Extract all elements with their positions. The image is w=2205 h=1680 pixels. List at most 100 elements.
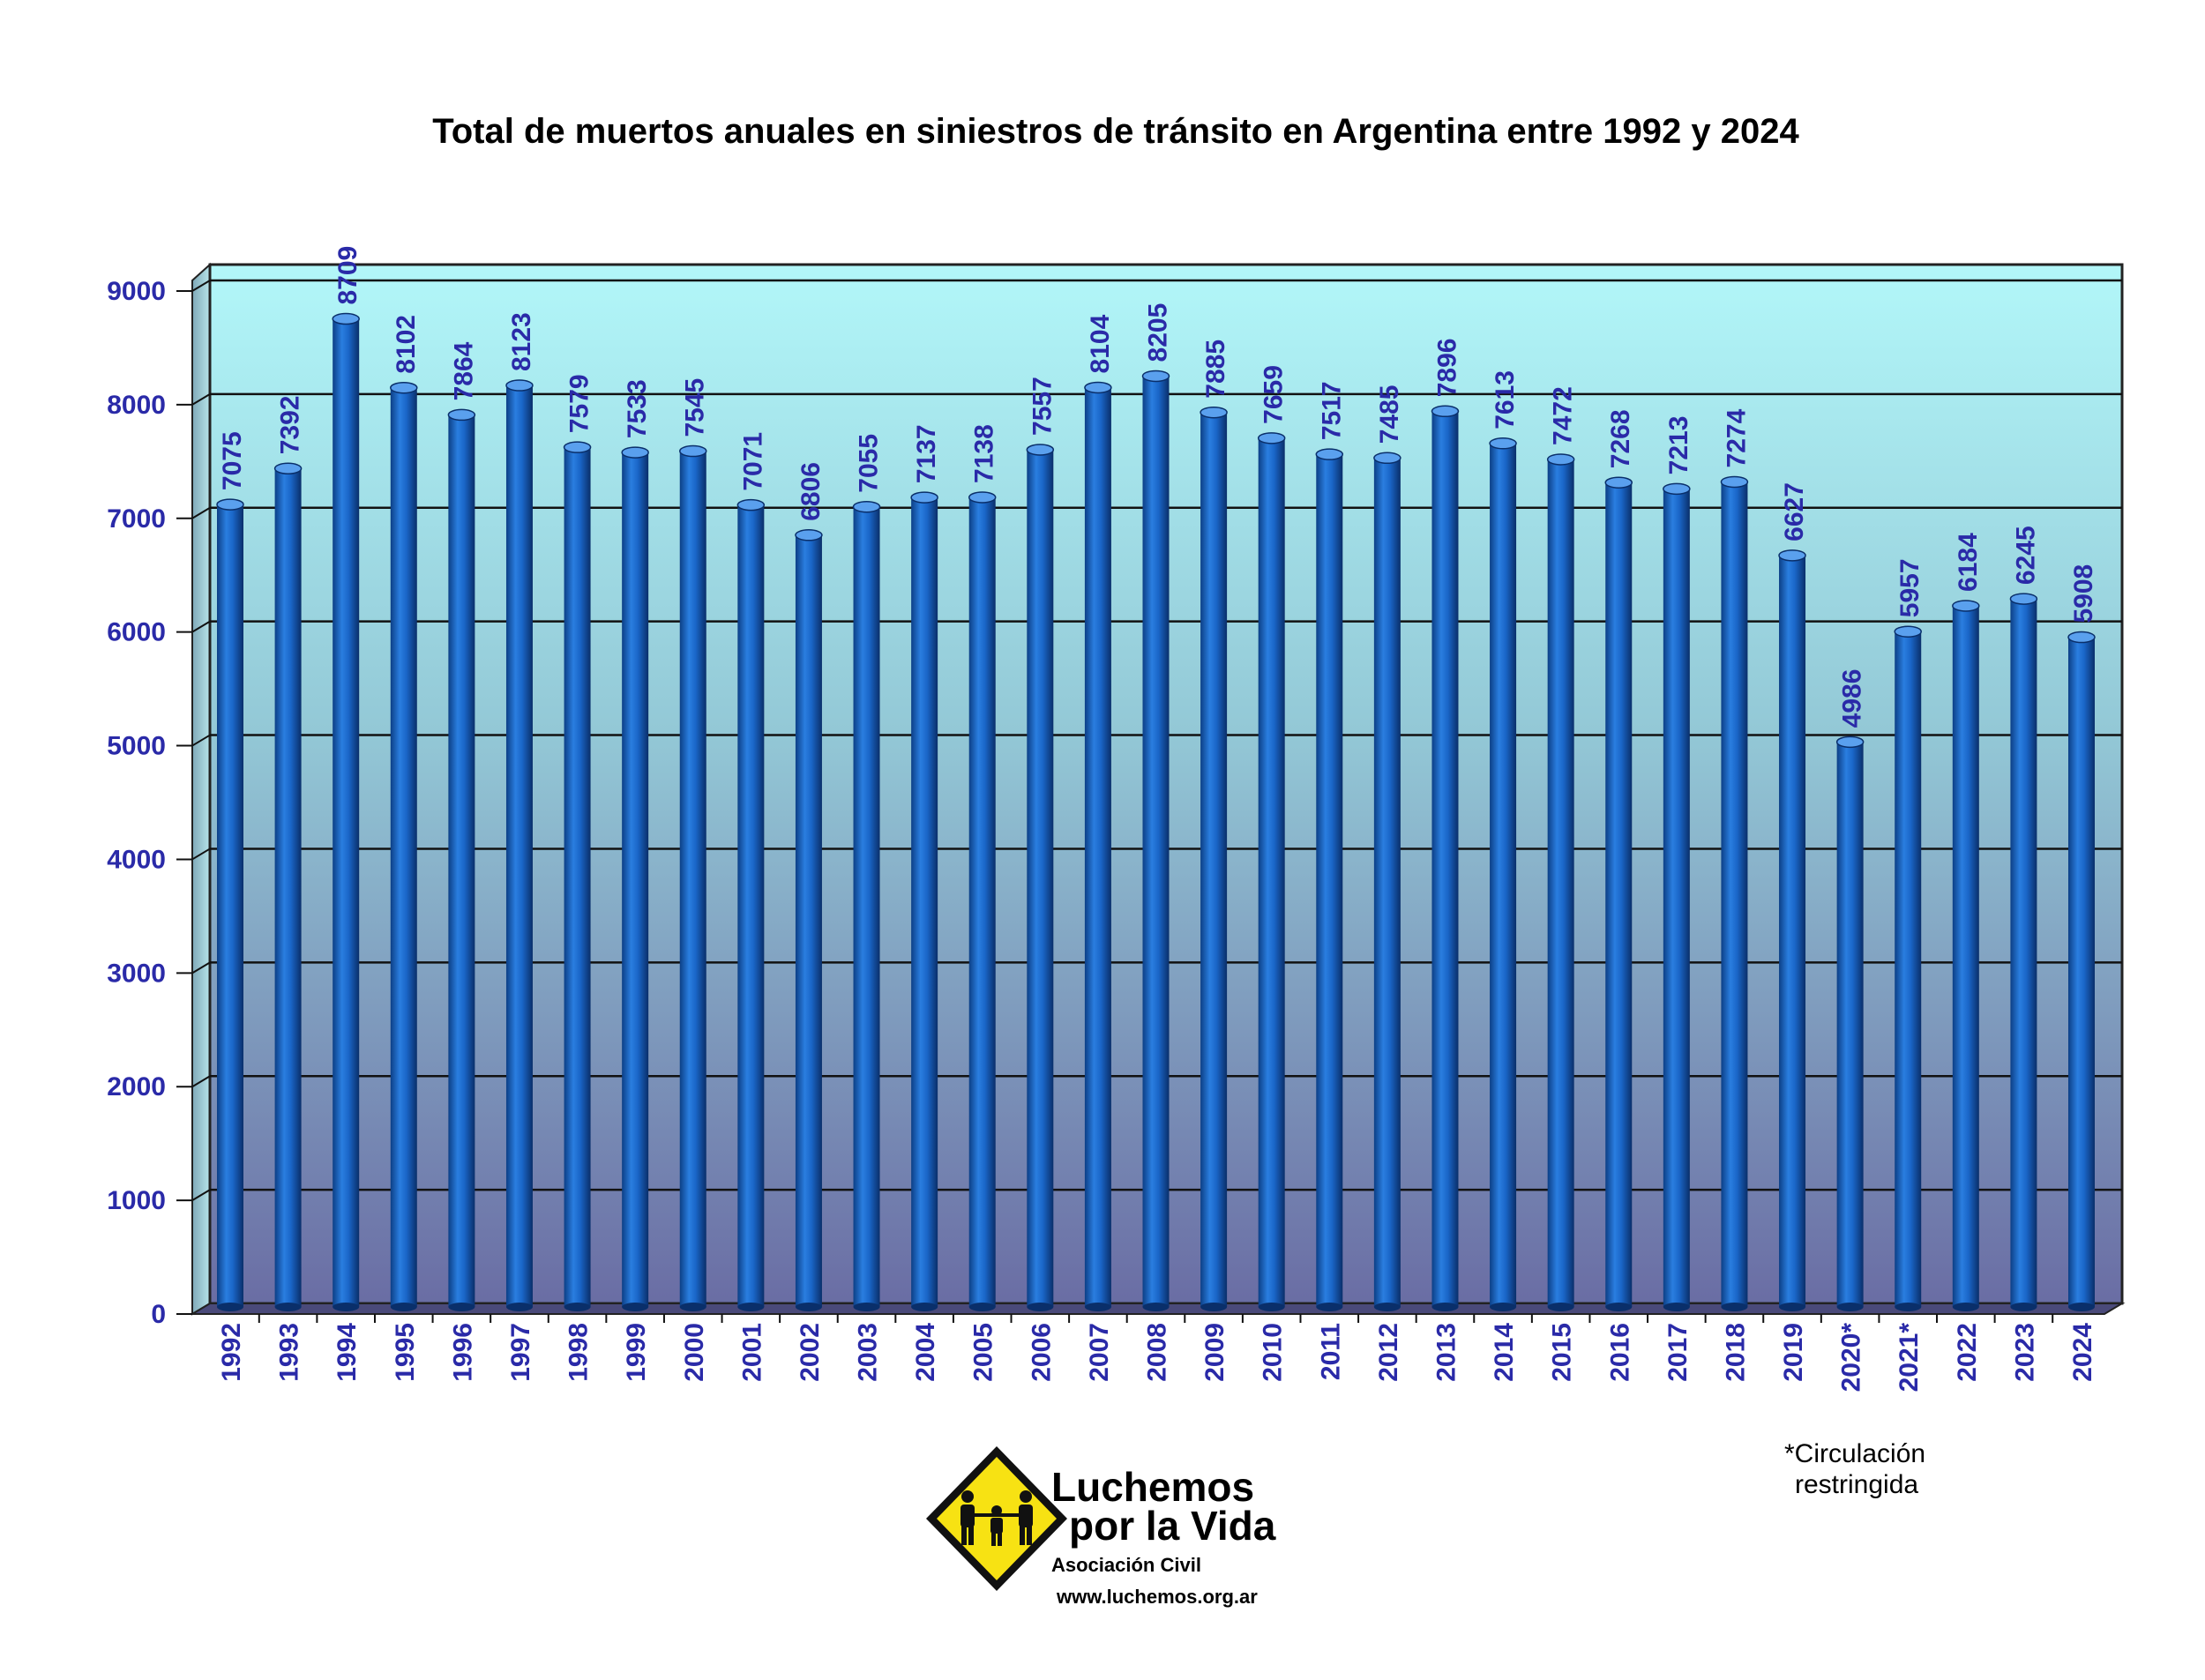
x-tick-label: 2015	[1548, 1323, 1577, 1382]
y-axis: 0 1000 2000 3000 4000 5000 6000 7000 8000 9000	[107, 277, 192, 1329]
data-label: 7213	[1664, 416, 1693, 475]
logo-url: www.luchemos.org.ar	[1056, 1586, 1258, 1608]
bar	[1316, 454, 1343, 1307]
bar-group	[1778, 549, 1806, 1311]
bar-base	[795, 1303, 822, 1311]
bar-cap	[1141, 370, 1170, 383]
bar-base	[853, 1303, 880, 1311]
data-label: 5908	[2069, 564, 2098, 623]
bar-base	[448, 1303, 475, 1311]
gridline-wall-7000	[191, 506, 211, 519]
bar-base	[968, 1303, 996, 1311]
x-tick-label: 2021*	[1895, 1323, 1924, 1393]
y-tick-label: 4000	[107, 845, 166, 874]
gridline-wall-5000	[191, 734, 211, 747]
bar	[968, 497, 996, 1307]
bar-cap	[1835, 735, 1865, 749]
x-tick-label: 2003	[854, 1323, 883, 1382]
bar-group	[447, 408, 476, 1311]
footnote-line1: *Circulación	[1784, 1439, 1925, 1468]
organization-logo: Luchemos por la Vida Asociación Civil ww…	[926, 1446, 1276, 1608]
data-label: 6245	[2011, 526, 2040, 585]
gridline-wall-3000	[191, 961, 211, 974]
gridline-wall-1000	[191, 1189, 211, 1201]
logo-name-line2: por la Vida	[1069, 1503, 1276, 1549]
bar	[1605, 482, 1633, 1307]
bar	[2010, 599, 2037, 1307]
bar-cap	[390, 381, 418, 394]
data-label: 6806	[796, 462, 826, 521]
x-tick-label: 1993	[275, 1323, 304, 1382]
bar-group	[2067, 631, 2096, 1311]
bar-cap	[1663, 482, 1691, 496]
bar-group	[216, 498, 244, 1311]
data-label: 8123	[507, 312, 536, 371]
bar-cap	[910, 491, 938, 504]
bar-group	[1141, 370, 1170, 1311]
bar-cap	[1315, 448, 1344, 460]
bar-base	[1200, 1303, 1228, 1311]
bar-base	[390, 1303, 417, 1311]
bar-cap	[1431, 405, 1460, 418]
x-tick-label: 2014	[1490, 1323, 1519, 1382]
bar-group	[505, 379, 534, 1311]
data-label: 7533	[623, 379, 652, 438]
bar-base	[1836, 1303, 1864, 1311]
bar-group	[1431, 405, 1460, 1311]
bar-group	[1546, 453, 1575, 1311]
bar	[1721, 482, 1748, 1307]
y-tick-label: 8000	[107, 391, 166, 420]
x-tick-label: 2022	[1953, 1323, 1982, 1382]
data-label: 8205	[1144, 303, 1173, 362]
bar-base	[1316, 1303, 1343, 1311]
data-label: 7545	[681, 378, 710, 437]
bar-base	[1431, 1303, 1459, 1311]
bar-cap	[1604, 476, 1633, 489]
bar-group	[1663, 482, 1691, 1311]
chart-title: Total de muertos anuales en siniestros d…	[432, 112, 1799, 151]
bar-cap	[968, 491, 997, 504]
bar-group	[1489, 437, 1517, 1311]
bar-cap	[1720, 475, 1749, 489]
bars: 7075 7392 8709 8102 7864 8123 7579 7533 7545 7071…	[216, 246, 2098, 1311]
bar	[1547, 459, 1574, 1307]
bar-group	[2009, 593, 2038, 1311]
bar	[333, 318, 360, 1308]
data-label: 7268	[1606, 409, 1635, 468]
bar-cap	[1084, 381, 1112, 394]
bar-cap	[1952, 600, 1980, 612]
bar-cap	[1373, 452, 1401, 465]
x-tick-label: 2007	[1085, 1323, 1114, 1382]
data-label: 7138	[970, 424, 999, 483]
data-label: 7274	[1722, 408, 1751, 467]
bar-group	[679, 444, 707, 1311]
bar	[679, 451, 706, 1307]
data-label: 7055	[855, 434, 884, 493]
bar-group	[910, 491, 938, 1311]
bar	[1027, 449, 1054, 1307]
bar-cap	[1200, 406, 1228, 419]
bar-base	[505, 1303, 533, 1311]
bar-group	[1835, 735, 1865, 1311]
bar-cap	[795, 529, 823, 541]
x-tick-label: 2017	[1663, 1323, 1693, 1382]
bar-group	[1315, 448, 1344, 1311]
bar	[390, 387, 417, 1308]
bar-cap	[2009, 593, 2038, 605]
x-tick-label: 1998	[564, 1323, 594, 1382]
data-label: 7472	[1549, 386, 1578, 445]
data-label: 6627	[1780, 482, 1809, 541]
x-tick-label: 2001	[737, 1323, 766, 1382]
data-label: 7075	[218, 431, 247, 490]
bar-group	[852, 500, 881, 1311]
bar-base	[1084, 1303, 1111, 1311]
x-tick-label: 2005	[969, 1323, 998, 1382]
bar	[1084, 387, 1111, 1308]
bar-group	[1084, 381, 1112, 1311]
bar-group	[1604, 476, 1633, 1311]
bar-base	[1663, 1303, 1690, 1311]
x-tick-label: 2016	[1605, 1323, 1634, 1382]
bar	[795, 534, 822, 1307]
footnote-line2: restringida	[1795, 1470, 1918, 1499]
y-tick-label: 7000	[107, 504, 166, 534]
